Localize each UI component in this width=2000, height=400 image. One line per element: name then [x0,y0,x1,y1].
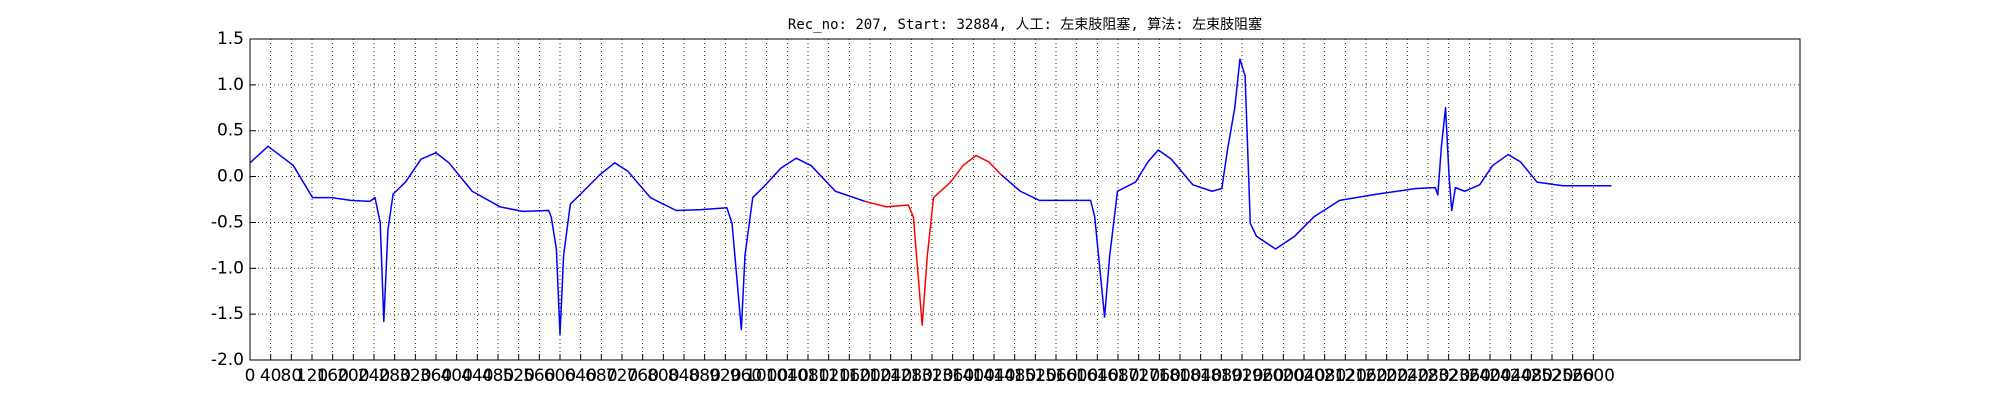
plot-frame [249,38,1801,361]
x-tick-label: 2120 [1324,366,1367,386]
x-tick-label: 2400 [1468,366,1511,386]
x-tick-label: 360 [420,366,452,386]
x-tick-label: 2000 [1262,366,1305,386]
x-tick-label: 1440 [972,366,1015,386]
x-tick-label: 1520 [1014,366,1057,386]
x-tick-label: 1320 [910,366,953,386]
y-tick-label: 1.5 [217,29,244,49]
x-tick-label: 0 [245,366,256,386]
x-tick-label: 1400 [952,366,995,386]
x-tick-label: 40 [260,366,282,386]
x-tick-label: 2440 [1489,366,1532,386]
x-tick-label: 1040 [766,366,809,386]
x-tick-label: 2320 [1427,366,1470,386]
x-tick-label: 400 [440,366,472,386]
x-tick-label: 2520 [1530,366,1573,386]
x-tick-label: 320 [399,366,431,386]
x-tick-label: 1600 [1055,366,1098,386]
x-tick-label: 120 [296,366,328,386]
x-tick-label: 240 [358,366,390,386]
x-tick-label: 1880 [1200,366,1243,386]
y-tick-label: 0.0 [217,167,244,187]
x-tick-label: 720 [606,366,638,386]
x-tick-label: 1200 [848,366,891,386]
chart-title: Rec_no: 207, Start: 32884, 人工: 左束肢阻塞, 算法… [788,16,1262,33]
x-tick-label: 640 [564,366,596,386]
x-tick-label: 1640 [1076,366,1119,386]
x-tick-label: 1280 [890,366,933,386]
x-tick-label: 80 [281,366,303,386]
x-tick-label: 1480 [993,366,1036,386]
x-tick-label: 2280 [1406,366,1449,386]
y-tick-label: -0.5 [211,212,244,232]
x-tick-label: 440 [461,366,493,386]
x-tick-label: 1760 [1138,366,1181,386]
x-tick-label: 880 [688,366,720,386]
x-tick-label: 1920 [1220,366,1263,386]
x-tick-label: 1560 [1034,366,1077,386]
x-tick-label: 2240 [1386,366,1429,386]
ecg-line [864,154,1002,326]
x-tick-label: 680 [585,366,617,386]
x-tick-label: 1840 [1179,366,1222,386]
x-tick-label: 560 [523,366,555,386]
x-tick-label: 960 [730,366,762,386]
x-tick-label: 1240 [869,366,912,386]
x-tick-label: 2200 [1365,366,1408,386]
ecg-line [249,58,1612,336]
x-tick-label: 2360 [1448,366,1491,386]
x-tick-label: 1360 [931,366,974,386]
y-tick-label: -1.5 [211,304,244,324]
x-tick-label: 840 [668,366,700,386]
x-tick-label: 920 [709,366,741,386]
x-tick-label: 760 [626,366,658,386]
x-tick-label: 480 [482,366,514,386]
x-tick-label: 600 [544,366,576,386]
x-tick-label: 2560 [1551,366,1594,386]
x-tick-label: 1120 [807,366,850,386]
x-tick-label: 280 [378,366,410,386]
y-tick-label: -1.0 [211,258,244,278]
x-tick-label: 160 [316,366,348,386]
y-tick-label: 1.0 [217,75,244,95]
x-tick-label: 1000 [745,366,788,386]
x-tick-label: 520 [502,366,534,386]
x-tick-label: 200 [337,366,369,386]
y-tick-label: 0.5 [217,121,244,141]
x-tick-label: 2160 [1344,366,1387,386]
x-tick-label: 2480 [1510,366,1553,386]
x-tick-label: 1080 [786,366,829,386]
x-tick-label: 1960 [1241,366,1284,386]
x-tick-label: 1800 [1158,366,1201,386]
x-tick-label: 1160 [828,366,871,386]
y-tick-label: -2.0 [211,350,244,370]
x-tick-label: 800 [647,366,679,386]
x-tick-label: 1680 [1096,366,1139,386]
x-tick-label: 1720 [1117,366,1160,386]
x-tick-label: 2040 [1282,366,1325,386]
x-tick-label: 2080 [1303,366,1346,386]
x-tick-label: 2600 [1572,366,1615,386]
